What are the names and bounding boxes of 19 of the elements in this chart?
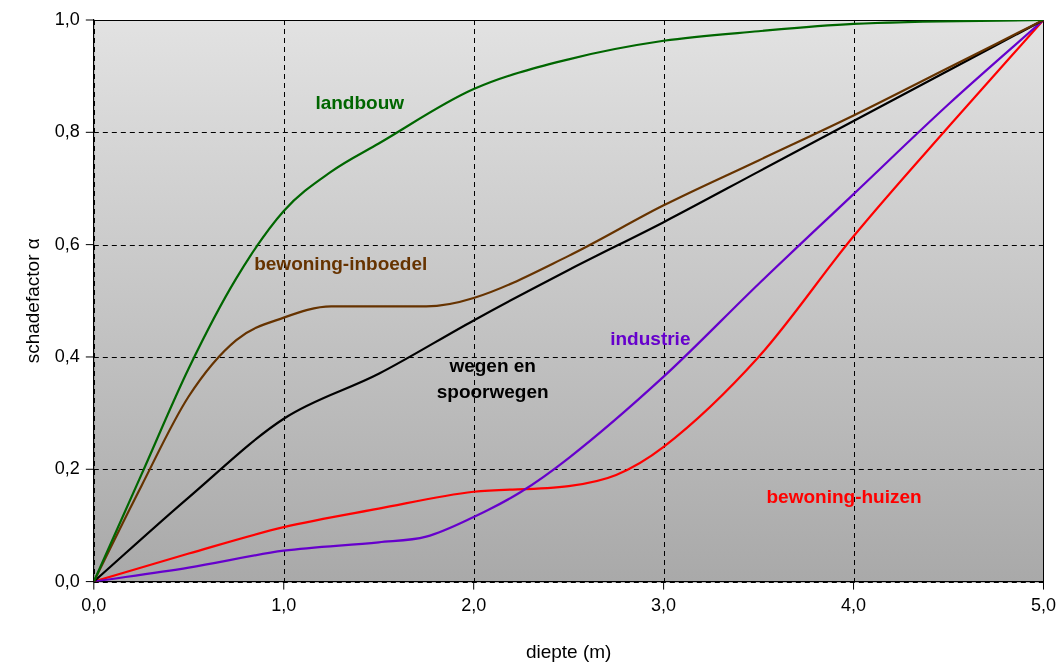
text: bewoning-huizen	[766, 485, 922, 507]
y-tick-label: 0,0	[54, 570, 80, 591]
x-tick-label: 4,0	[841, 595, 867, 616]
y-axis-title: schadefactor α	[21, 238, 43, 364]
x-tick-label: 5,0	[1030, 595, 1056, 616]
x-tick-label: 1,0	[271, 595, 297, 616]
x-tick-label: 0,0	[81, 595, 107, 616]
series-label: industrie	[610, 328, 691, 350]
x-axis-title: diepte (m)	[525, 640, 612, 662]
x-tick-label: 3,0	[651, 595, 677, 616]
y-tick-label: 0,4	[54, 345, 80, 366]
y-tick-label: 0,6	[54, 233, 80, 254]
series-label: landbouw	[315, 92, 405, 114]
y-tick-label: 1,0	[54, 8, 80, 29]
series-label: wegen en spoorwegen	[436, 354, 549, 402]
y-tick-label: 0,2	[54, 458, 80, 479]
x-tick-label: 2,0	[461, 595, 487, 616]
series-label: bewoning-inboedel	[254, 252, 428, 274]
y-tick-label: 0,8	[54, 121, 80, 142]
